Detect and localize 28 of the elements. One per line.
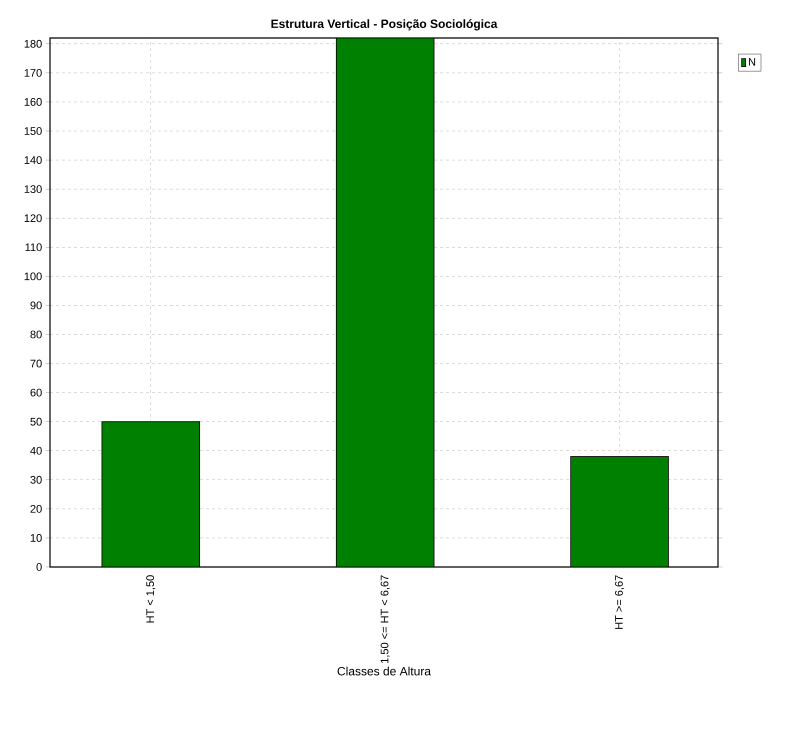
y-tick-label: 100 — [24, 272, 42, 280]
x-tick-label: HT >= 6,67 — [615, 575, 624, 629]
y-tick-label: 90 — [30, 302, 42, 310]
y-tick-label: 0 — [36, 563, 42, 571]
y-tick-label: 140 — [24, 156, 42, 164]
chart-title: Estrutura Vertical - Posição Sociológica — [271, 19, 498, 30]
y-tick-label: 160 — [24, 98, 42, 106]
y-tick-label: 150 — [24, 127, 42, 135]
bar — [570, 456, 669, 567]
y-tick-label: 40 — [30, 446, 42, 455]
y-tick-label: 60 — [30, 388, 42, 396]
y-tick-label: 70 — [30, 360, 42, 368]
x-axis-title: Classes de Altura — [338, 666, 431, 676]
y-tick-label: 20 — [30, 504, 42, 513]
y-tick-label: 180 — [24, 40, 42, 48]
x-tick-label: 1,50 <= HT < 6,67 — [380, 575, 390, 663]
y-tick-label: 10 — [30, 534, 42, 542]
y-tick-label: 30 — [30, 476, 42, 484]
y-tick-label: 80 — [30, 330, 42, 338]
y-tick-label: 120 — [24, 214, 42, 222]
y-tick-label: 170 — [24, 68, 42, 77]
legend-label: N — [748, 58, 756, 66]
y-tick-label: 50 — [30, 418, 42, 426]
bar — [102, 421, 200, 567]
y-tick-label: 130 — [24, 185, 42, 194]
bar — [336, 38, 434, 567]
x-tick-label: HT < 1,50 — [146, 575, 156, 622]
y-tick-label: 110 — [25, 243, 42, 252]
